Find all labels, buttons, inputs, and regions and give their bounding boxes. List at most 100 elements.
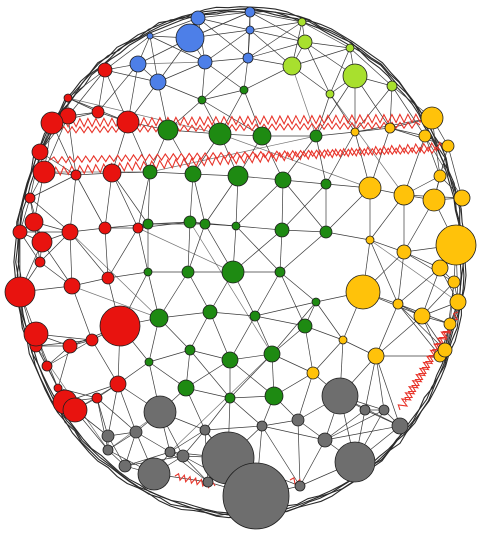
graph-edge	[197, 17, 249, 59]
node-yellow	[443, 317, 457, 331]
node-green	[309, 129, 323, 143]
graph-edge	[375, 315, 423, 357]
graph-edge	[192, 173, 206, 225]
node-yellow	[447, 275, 461, 289]
graph-edge	[324, 409, 385, 441]
node-gray	[294, 480, 306, 492]
graph-edge	[324, 409, 366, 441]
graph-edge	[209, 311, 256, 317]
graph-edge	[304, 325, 314, 374]
node-blue	[149, 73, 167, 91]
graph-edge	[254, 301, 317, 317]
graph-edge	[107, 227, 139, 279]
node-blue	[244, 6, 256, 18]
node-red	[63, 277, 81, 295]
graph-edge	[229, 315, 256, 361]
node-gray	[378, 404, 390, 416]
graph-edge	[189, 349, 231, 399]
node-gray	[164, 446, 176, 458]
node-green	[208, 122, 232, 146]
node-gray	[199, 424, 211, 436]
node-green	[184, 165, 202, 183]
graph-edge	[391, 85, 426, 137]
graph-edge	[67, 97, 221, 135]
spring-connector	[49, 146, 441, 164]
node-blue	[197, 54, 213, 70]
graph-edge	[261, 425, 326, 441]
node-green	[274, 171, 292, 189]
node-yellow-green	[325, 89, 335, 99]
node-red	[24, 192, 36, 204]
graph-edge	[97, 63, 139, 113]
graph-edge	[375, 355, 385, 411]
graph-edge	[315, 301, 344, 341]
spring-connector	[59, 121, 421, 134]
node-yellow	[435, 224, 477, 266]
node-red	[62, 397, 88, 423]
node-green	[231, 221, 241, 231]
node-green	[311, 297, 321, 307]
node-green	[274, 222, 290, 238]
graph-edge	[201, 89, 245, 101]
graph-edge	[397, 303, 441, 357]
node-blue	[129, 55, 147, 73]
graph-edge	[185, 359, 231, 389]
graph-edge	[96, 397, 109, 437]
node-yellow	[422, 188, 446, 212]
node-yellow-green	[345, 43, 355, 53]
node-yellow	[396, 244, 412, 260]
node-green	[157, 119, 179, 141]
graph-edge	[204, 425, 263, 431]
graph-edge	[169, 353, 273, 453]
graph-edge	[67, 69, 106, 99]
node-green	[239, 85, 249, 95]
graph-edge	[69, 231, 73, 287]
graph-edge	[397, 303, 446, 351]
graph-edge	[204, 397, 231, 431]
node-yellow	[420, 106, 444, 130]
node-blue	[175, 23, 205, 53]
graph-edge	[403, 251, 455, 283]
graph-edge	[137, 227, 234, 273]
graph-edge	[219, 133, 371, 189]
graph-edge	[249, 21, 303, 31]
node-red	[98, 221, 112, 235]
node-red	[85, 333, 99, 347]
node-red	[31, 143, 49, 161]
graph-edge	[324, 425, 401, 441]
graph-edge	[354, 127, 391, 133]
node-red	[31, 231, 53, 253]
graph-edge	[279, 231, 327, 273]
node-red	[91, 105, 105, 119]
node-yellow	[367, 347, 385, 365]
graph-edge	[135, 431, 171, 453]
node-yellow	[413, 307, 431, 325]
node-yellow-green	[297, 17, 307, 27]
node-yellow	[345, 274, 381, 310]
graph-edge	[247, 21, 303, 59]
graph-edge	[187, 223, 206, 273]
graph-edge	[67, 115, 77, 176]
node-gray	[118, 459, 132, 473]
node-yellow-green	[342, 63, 368, 89]
node-red	[109, 375, 127, 393]
graph-edge	[137, 61, 206, 65]
node-green	[143, 267, 153, 277]
graph-edge	[209, 311, 231, 361]
graph-edge	[389, 85, 393, 129]
node-green	[181, 265, 195, 279]
node-red	[40, 111, 64, 135]
graph-edge	[204, 61, 245, 91]
node-green	[184, 344, 196, 356]
graph-edge	[249, 29, 306, 43]
graph-edge	[149, 17, 199, 37]
graph-edge	[364, 355, 377, 411]
graph-edge	[187, 221, 191, 273]
graph-edge	[279, 271, 317, 303]
node-yellow	[449, 293, 467, 311]
node-yellow	[418, 129, 432, 143]
node-green	[221, 260, 245, 284]
graph-edge	[69, 231, 109, 279]
graph-edge	[315, 131, 356, 137]
